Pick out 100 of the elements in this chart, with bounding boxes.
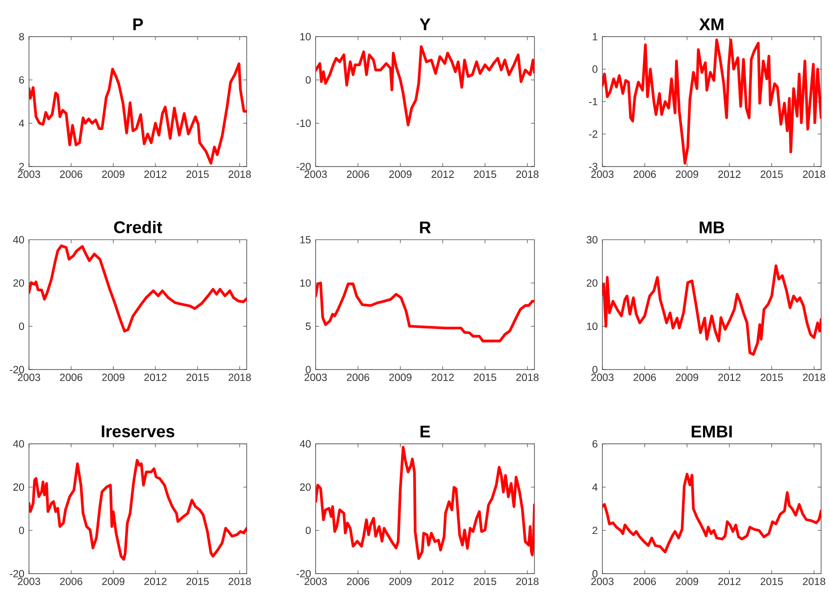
x-tick-label: 2003: [18, 373, 40, 381]
y-tick-label: 2: [19, 162, 24, 170]
x-tick-label: 2015: [760, 373, 783, 381]
x-tick-label: 2006: [346, 578, 370, 585]
x-tick-label: 2015: [474, 578, 496, 585]
chart-title: MB: [700, 221, 724, 234]
y-tick-label: -20: [296, 162, 311, 170]
x-tick-label: 2006: [346, 373, 370, 381]
y-tick-label: 40: [13, 440, 24, 448]
y-tick-label: 4: [592, 483, 598, 491]
x-tick-label: 2009: [389, 373, 412, 381]
line-series: [602, 472, 822, 554]
x-tick-label: 2003: [304, 373, 327, 381]
chart-title: R: [420, 221, 431, 234]
line-series: [316, 45, 534, 126]
y-tick-label: 30: [586, 236, 598, 244]
x-tick-label: 2003: [591, 373, 614, 381]
y-tick-label: 10: [300, 32, 311, 40]
y-tick-label: 0: [592, 366, 598, 374]
x-tick-label: 2018: [516, 170, 539, 178]
x-tick-label: 2003: [18, 578, 40, 585]
x-tick-label: 2003: [18, 170, 40, 178]
y-tick-label: 0: [306, 76, 311, 84]
y-tick-label: 6: [592, 440, 598, 448]
x-tick-label: 2009: [676, 170, 698, 178]
x-tick-label: 2018: [228, 578, 251, 585]
x-tick-label: 2012: [144, 373, 166, 381]
x-tick-label: 2009: [676, 373, 698, 381]
y-tick-label: -2: [589, 130, 598, 138]
line-series: [28, 244, 247, 332]
x-tick-label: 2018: [228, 170, 251, 178]
x-tick-label: 2015: [760, 170, 783, 178]
y-tick-label: 15: [300, 236, 311, 244]
x-tick-label: 2009: [102, 170, 124, 178]
x-tick-label: 2015: [760, 578, 783, 585]
y-tick-label: 10: [300, 279, 311, 287]
x-tick-label: 2003: [304, 578, 327, 585]
y-tick-label: 0: [592, 65, 598, 73]
x-tick-label: 2018: [802, 373, 826, 381]
chart-title: P: [133, 18, 143, 30]
y-tick-label: 2: [592, 526, 598, 534]
line-series: [28, 458, 247, 561]
y-tick-label: 0: [592, 570, 598, 578]
chart-title: Ireserves: [102, 425, 174, 438]
x-tick-label: 2009: [389, 170, 412, 178]
y-tick-label: 5: [306, 322, 311, 330]
chart-title: EMBI: [692, 426, 732, 438]
chart-title: Y: [420, 18, 430, 30]
y-tick-label: -1: [589, 98, 598, 106]
y-tick-label: 4: [18, 119, 24, 127]
x-tick-label: 2006: [60, 373, 82, 381]
line-series: [602, 264, 822, 356]
x-tick-label: 2015: [186, 373, 209, 381]
line-series: [316, 446, 534, 560]
x-tick-label: 2009: [676, 578, 698, 585]
x-tick-label: 2015: [474, 373, 496, 381]
y-tick-label: 6: [19, 76, 24, 84]
y-tick-label: -10: [296, 119, 311, 127]
x-tick-label: 2015: [474, 170, 496, 178]
x-tick-label: 2006: [60, 170, 82, 178]
x-tick-label: 2012: [144, 578, 166, 585]
x-tick-label: 2018: [228, 373, 251, 381]
y-tick-label: -20: [10, 570, 24, 578]
y-tick-label: -20: [10, 366, 24, 374]
x-tick-label: 2018: [516, 373, 539, 381]
y-tick-label: -20: [296, 570, 311, 578]
y-tick-label: 40: [13, 236, 24, 244]
x-tick-label: 2018: [802, 170, 826, 178]
y-tick-label: 0: [19, 526, 24, 534]
y-tick-label: 0: [306, 526, 311, 534]
y-tick-label: 0: [19, 322, 24, 330]
x-tick-label: 2018: [516, 578, 539, 585]
x-tick-label: 2012: [432, 170, 454, 178]
x-tick-label: 2012: [432, 578, 454, 585]
x-tick-label: 2006: [634, 373, 656, 381]
x-tick-label: 2012: [144, 170, 166, 178]
chart-title: E: [420, 426, 430, 438]
x-tick-label: 2009: [102, 373, 124, 381]
x-tick-label: 2003: [591, 578, 614, 585]
y-tick-label: 1: [592, 32, 598, 40]
x-tick-label: 2012: [718, 170, 740, 178]
y-tick-label: 20: [13, 279, 24, 287]
x-tick-label: 2018: [802, 578, 826, 585]
x-tick-label: 2009: [102, 578, 124, 585]
x-tick-label: 2012: [718, 373, 740, 381]
y-tick-label: 20: [300, 483, 311, 491]
x-tick-label: 2006: [634, 578, 656, 585]
line-series: [316, 282, 534, 342]
y-tick-label: -3: [589, 162, 598, 170]
x-tick-label: 2006: [634, 170, 656, 178]
x-tick-label: 2012: [432, 373, 454, 381]
line-series: [602, 38, 822, 164]
x-tick-label: 2015: [186, 170, 209, 178]
y-tick-label: 10: [587, 322, 598, 330]
x-tick-label: 2006: [346, 170, 370, 178]
x-tick-label: 2006: [60, 578, 82, 585]
x-tick-label: 2009: [389, 578, 412, 585]
y-tick-label: 20: [13, 483, 24, 491]
x-tick-label: 2003: [304, 170, 327, 178]
chart-title: Credit: [114, 220, 162, 234]
